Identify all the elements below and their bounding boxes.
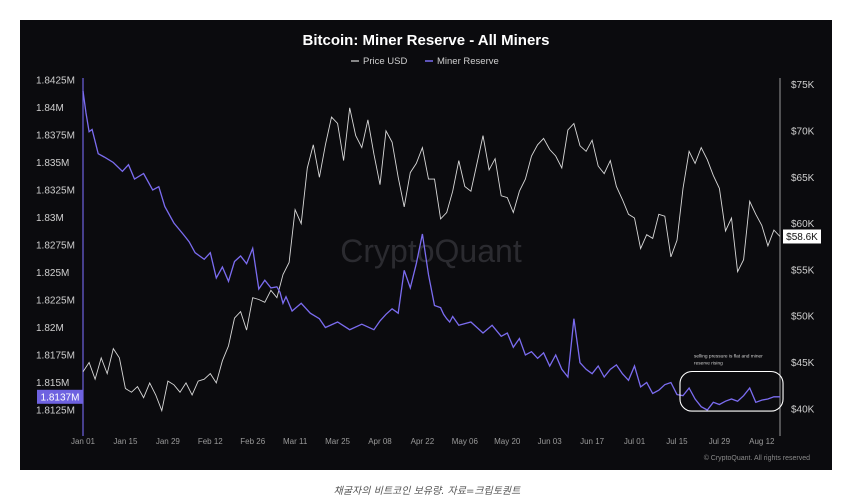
right-current-value-label: $58.6K bbox=[786, 232, 818, 243]
x-tick-label: Jan 01 bbox=[71, 437, 96, 446]
legend: Price USD Miner Reserve bbox=[351, 56, 499, 67]
legend-reserve-label: Miner Reserve bbox=[437, 56, 499, 67]
x-tick-label: Aug 12 bbox=[749, 437, 775, 446]
left-tick-label: 1.825M bbox=[36, 268, 69, 279]
x-tick-label: Feb 12 bbox=[198, 437, 223, 446]
right-current-value-bg bbox=[783, 229, 821, 244]
right-tick-label: $50K bbox=[791, 312, 815, 323]
x-tick-label: Apr 22 bbox=[411, 437, 435, 446]
x-tick-label: Jul 29 bbox=[709, 437, 731, 446]
x-tick-label: Feb 26 bbox=[240, 437, 265, 446]
chart-title: Bitcoin: Miner Reserve - All Miners bbox=[302, 32, 549, 49]
annotation-text: selling pressure is flat and miner bbox=[694, 354, 763, 360]
left-tick-label: 1.82M bbox=[36, 323, 64, 334]
x-tick-label: May 06 bbox=[452, 437, 479, 446]
x-tick-label: Jun 17 bbox=[580, 437, 605, 446]
left-tick-label: 1.8425M bbox=[36, 76, 75, 87]
left-tick-label: 1.8275M bbox=[36, 241, 75, 252]
x-tick-label: May 20 bbox=[494, 437, 521, 446]
figure-caption: 채굴자의 비트코인 보유량. 자료=크립토퀀트 bbox=[333, 486, 521, 497]
left-axis: 1.8425M 1.84M 1.8375M 1.835M 1.8325M 1.83M 1.8… bbox=[36, 76, 84, 436]
left-tick-label: 1.8325M bbox=[36, 186, 75, 197]
right-tick-label: $45K bbox=[791, 358, 815, 369]
x-tick-label: Jul 15 bbox=[666, 437, 688, 446]
left-current-value: 1.8137M bbox=[37, 389, 83, 404]
legend-price-label: Price USD bbox=[363, 56, 407, 67]
x-tick-label: Jun 03 bbox=[538, 437, 563, 446]
left-tick-label: 1.8225M bbox=[36, 296, 75, 307]
right-tick-label: $65K bbox=[791, 173, 815, 184]
x-tick-label: Jan 15 bbox=[113, 437, 138, 446]
chart-svg: Bitcoin: Miner Reserve - All Miners Pric… bbox=[36, 32, 821, 462]
left-tick-label: 1.815M bbox=[36, 378, 69, 389]
copyright: © CryptoQuant. All rights reserved bbox=[704, 454, 810, 462]
x-tick-label: Apr 08 bbox=[368, 437, 392, 446]
x-tick-label: Mar 25 bbox=[325, 437, 350, 446]
right-tick-label: $55K bbox=[791, 265, 815, 276]
annotation-outline bbox=[679, 370, 784, 412]
right-current-value: $58.6K bbox=[783, 229, 821, 244]
left-tick-label: 1.8375M bbox=[36, 131, 75, 142]
price-series-line bbox=[82, 107, 781, 413]
left-current-value-bg bbox=[37, 389, 83, 404]
right-tick-label: $40K bbox=[791, 404, 815, 415]
right-tick-label: $60K bbox=[791, 219, 815, 230]
left-tick-label: 1.84M bbox=[36, 103, 64, 114]
left-current-value-label: 1.8137M bbox=[41, 392, 80, 403]
left-tick-label: 1.835M bbox=[36, 158, 69, 169]
chart-panel: Bitcoin: Miner Reserve - All Miners Pric… bbox=[20, 20, 832, 470]
annotation-box: selling pressure is flat and minerreserv… bbox=[679, 354, 784, 412]
left-tick-label: 1.8125M bbox=[36, 406, 75, 417]
x-tick-label: Jan 29 bbox=[156, 437, 181, 446]
left-tick-label: 1.8175M bbox=[36, 351, 75, 362]
miner-reserve-series-line bbox=[82, 90, 780, 411]
right-tick-label: $70K bbox=[791, 126, 815, 137]
right-tick-label: $75K bbox=[791, 80, 815, 91]
x-tick-label: Mar 11 bbox=[283, 437, 308, 446]
watermark: CryptoQuant bbox=[340, 233, 522, 269]
left-tick-label: 1.83M bbox=[36, 213, 64, 224]
right-axis: $75K $70K $65K $60K $55K $50K $45K $40K bbox=[779, 78, 815, 436]
x-tick-label: Jul 01 bbox=[624, 437, 646, 446]
x-axis: Jan 01 Jan 15 Jan 29 Feb 12 Feb 26 Mar 11 Mar … bbox=[71, 437, 775, 446]
annotation-text: reserve rising bbox=[694, 361, 723, 367]
